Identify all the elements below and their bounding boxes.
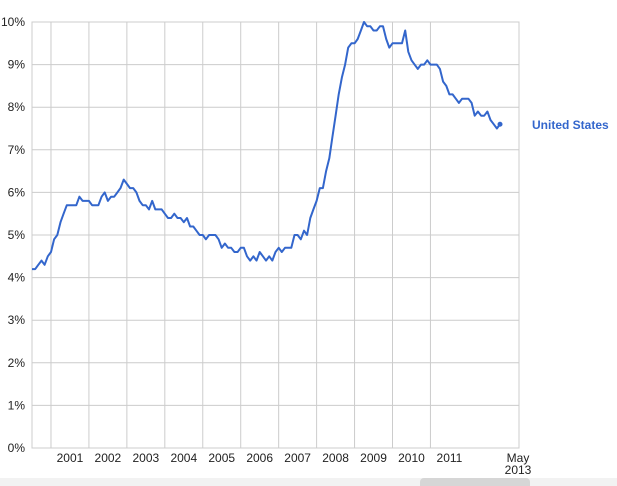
y-axis-ticks: 0% 1% 2% 3% 4% 5% 6% 7% 8% 9% 10% — [1, 15, 25, 455]
y-tick-label: 1% — [8, 398, 26, 412]
x-tick-label: 2002 — [95, 451, 122, 465]
x-axis-ticks: 2001 2002 2003 2004 2005 2006 2007 2008 2009 2010… — [57, 451, 463, 465]
x-tick-label: 2006 — [246, 451, 273, 465]
x-end-year-label: 2013 — [505, 463, 532, 477]
series-end-point — [497, 121, 503, 127]
timeline-scrollbar-track[interactable] — [0, 478, 617, 486]
x-tick-label: 2001 — [57, 451, 84, 465]
plot-frame — [31, 21, 520, 449]
y-tick-label: 2% — [8, 356, 26, 370]
x-tick-label: 2011 — [437, 451, 463, 465]
y-tick-label: 7% — [8, 143, 26, 157]
x-tick-label: 2008 — [322, 451, 349, 465]
y-tick-label: 5% — [8, 228, 26, 242]
y-tick-label: 6% — [8, 185, 26, 199]
series-layer — [32, 21, 503, 271]
x-tick-label: 2005 — [208, 451, 235, 465]
y-tick-label: 0% — [8, 441, 26, 455]
x-tick-label: 2009 — [360, 451, 387, 465]
timeline-scrollbar-thumb[interactable] — [420, 478, 530, 486]
y-tick-label: 9% — [8, 58, 26, 72]
x-tick-label: 2010 — [398, 451, 425, 465]
y-tick-label: 8% — [8, 100, 26, 114]
y-tick-label: 3% — [8, 313, 26, 327]
series-line-united-states — [32, 21, 501, 271]
x-end-month-label: May — [507, 451, 530, 465]
x-tick-label: 2003 — [132, 451, 159, 465]
y-tick-label: 10% — [1, 15, 25, 29]
x-tick-label: 2007 — [284, 451, 311, 465]
series-label-united-states[interactable]: United States — [532, 118, 609, 132]
y-tick-label: 4% — [8, 271, 26, 285]
x-tick-label: 2004 — [170, 451, 197, 465]
